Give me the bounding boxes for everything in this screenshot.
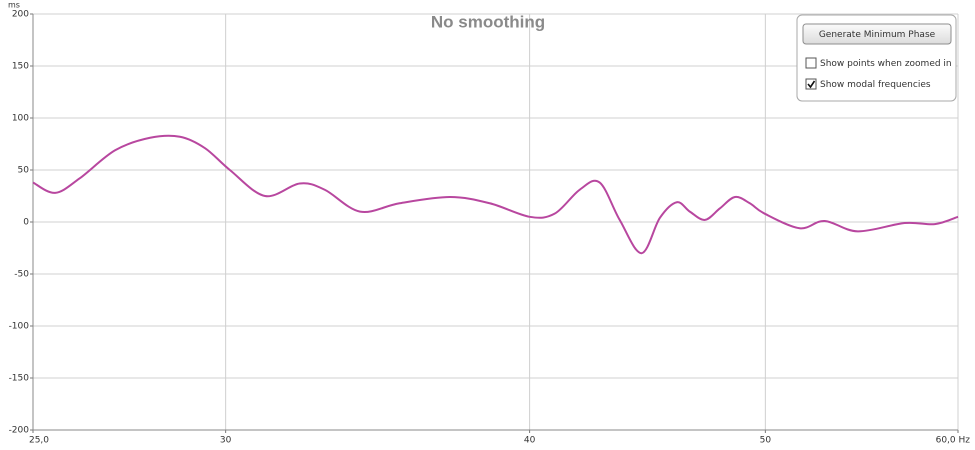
button-label[interactable]: Generate Minimum Phase	[819, 30, 936, 40]
y-tick-label: -200	[9, 426, 30, 436]
control-panel: Generate Minimum Phase Show points when …	[796, 14, 957, 102]
y-tick-label: 0	[23, 218, 29, 228]
y-tick-label: 200	[12, 10, 29, 20]
checkbox[interactable]	[805, 57, 817, 69]
y-tick-label: -100	[9, 322, 30, 332]
checkbox-label[interactable]: Show modal frequencies	[820, 80, 931, 90]
y-unit: ms	[8, 1, 20, 10]
y-tick-label: 50	[18, 166, 30, 176]
curve	[32, 134, 959, 255]
chart-title: No smoothing	[431, 12, 545, 31]
button[interactable]	[802, 23, 952, 45]
x-tick-label: 30	[220, 436, 232, 446]
y-tick-label: -150	[9, 374, 30, 384]
check-mark	[807, 80, 816, 89]
x-tick-label: 25,0	[29, 436, 49, 446]
y-tick-label: 100	[12, 114, 29, 124]
checkbox[interactable]	[805, 78, 817, 90]
grid: -200 -150 -100 -50 0 50 100 150 200 25,0 30 40 50 60,…	[9, 10, 971, 446]
checkboxes: Show points when zoomed in Show modal fre…	[805, 57, 952, 90]
y-tick-label: -50	[14, 270, 29, 280]
x-tick-label: 50	[760, 436, 772, 446]
x-tick-label: 40	[524, 436, 536, 446]
y-tick-label: 150	[12, 62, 29, 72]
plot	[32, 134, 959, 255]
x-tick-label: 60,0 Hz	[936, 436, 971, 446]
checkbox-label[interactable]: Show points when zoomed in	[820, 59, 952, 69]
